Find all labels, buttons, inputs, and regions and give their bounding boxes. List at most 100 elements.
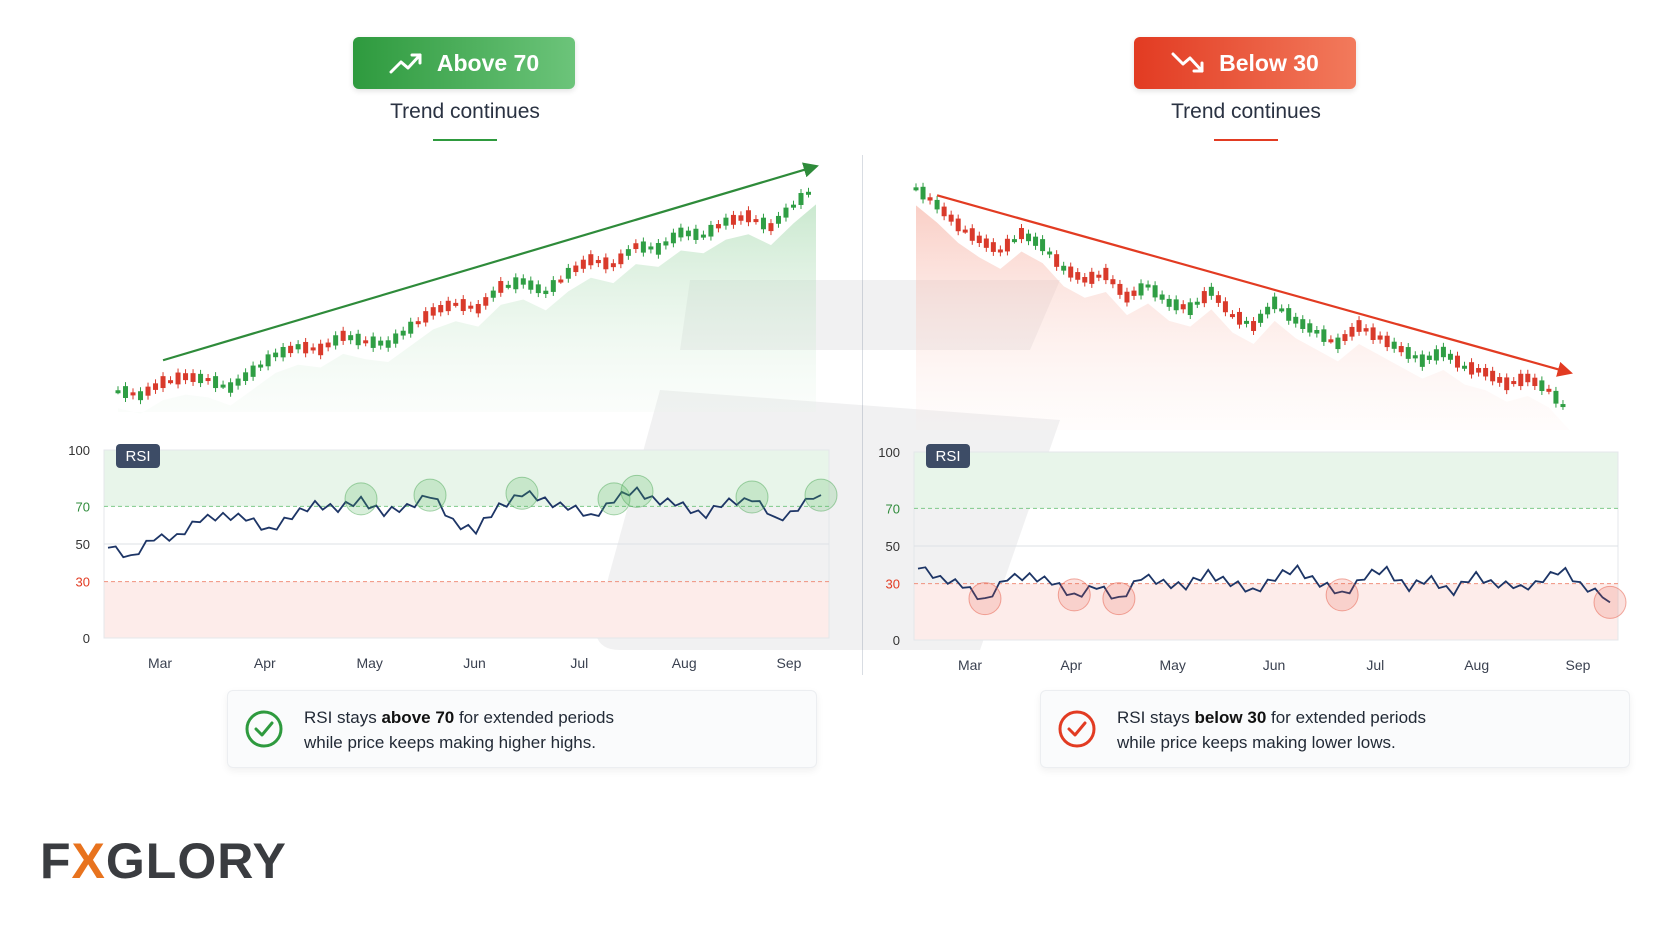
- month-tick-label: Jul: [570, 655, 588, 671]
- right-note-pre: RSI stays: [1117, 708, 1195, 727]
- candle-body: [580, 259, 586, 269]
- candle-body: [445, 300, 451, 312]
- rsi-tick-label: 30: [76, 575, 90, 590]
- candle-body: [310, 347, 316, 351]
- candle-body: [415, 321, 421, 325]
- rsi-extreme-marker: [344, 482, 378, 516]
- rsi-line: [917, 563, 1611, 604]
- candle-body: [243, 372, 249, 381]
- candle-body: [348, 335, 354, 341]
- candle-body: [745, 210, 751, 223]
- rsi-extreme-marker: [968, 582, 1002, 616]
- candle-body: [1469, 362, 1475, 375]
- candle-body: [1286, 308, 1292, 321]
- candle-body: [528, 280, 534, 290]
- candle-body: [1321, 329, 1327, 342]
- candle-body: [1377, 335, 1383, 340]
- candle-body: [685, 230, 691, 237]
- oversold-zone: [914, 583, 1618, 640]
- candle-body: [670, 232, 676, 244]
- candle-body: [1342, 334, 1348, 342]
- below-30-label: Below 30: [1219, 49, 1319, 76]
- candle-body: [1426, 355, 1432, 360]
- price-area: [118, 204, 816, 414]
- candle-body: [558, 279, 564, 283]
- candle-body: [1201, 291, 1207, 304]
- candle-body: [738, 215, 744, 221]
- candle-body: [1244, 320, 1250, 324]
- candle-body: [250, 365, 256, 377]
- candle-body: [805, 191, 811, 195]
- candle-body: [588, 254, 594, 266]
- candle-body: [934, 199, 940, 210]
- candle-body: [1166, 298, 1172, 307]
- candle-body: [962, 229, 968, 233]
- trend-up-icon: [389, 53, 422, 74]
- rsi-tick-label: 50: [886, 539, 900, 554]
- candle-body: [138, 391, 144, 401]
- candle-body: [288, 345, 294, 354]
- candle-body: [708, 224, 714, 237]
- month-tick-label: Jul: [1366, 657, 1384, 673]
- candle-body: [753, 219, 759, 223]
- candle-body: [723, 217, 729, 226]
- candle-body: [550, 280, 556, 292]
- rsi-extreme-marker: [1593, 585, 1627, 619]
- candle-body: [363, 340, 369, 344]
- candle-body: [1300, 319, 1306, 329]
- check-circle-icon: [245, 710, 283, 748]
- candle-body: [640, 241, 646, 253]
- brand-logo: FXGLORY: [40, 833, 287, 889]
- candle-body: [1384, 335, 1390, 348]
- candle-body: [920, 186, 926, 200]
- candle-body: [1433, 349, 1439, 361]
- candle-body: [663, 241, 669, 246]
- candle-body: [1152, 285, 1158, 298]
- candle-body: [1391, 341, 1397, 349]
- candle-body: [1504, 377, 1510, 391]
- candle-body: [333, 335, 339, 346]
- candle-body: [1363, 328, 1369, 332]
- month-tick-label: Jun: [1263, 657, 1286, 673]
- candle-body: [1279, 308, 1285, 312]
- candle-body: [1293, 316, 1299, 324]
- candle-body: [927, 197, 933, 201]
- candle-body: [1103, 267, 1109, 281]
- candle-body: [520, 278, 526, 285]
- candle-body: [1018, 227, 1024, 240]
- candle-body: [1131, 290, 1137, 296]
- candle-body: [235, 378, 241, 386]
- candle-body: [1490, 370, 1496, 382]
- trend-down-icon: [1171, 52, 1204, 73]
- candle-body: [1335, 337, 1341, 350]
- candle-body: [1405, 347, 1411, 359]
- right-rsi-tag: RSI: [926, 444, 970, 468]
- right-note-card: RSI stays below 30 for extended periods …: [1040, 690, 1630, 768]
- candle-body: [655, 243, 661, 255]
- candle-body: [603, 257, 609, 270]
- candle-body: [1061, 265, 1067, 271]
- candle-body: [198, 373, 204, 384]
- candle-body: [1033, 236, 1039, 246]
- candle-body: [1054, 254, 1060, 267]
- candle-body: [1180, 304, 1186, 310]
- candle-body: [1075, 272, 1081, 280]
- candle-body: [1110, 279, 1116, 285]
- left-rsi-tag: RSI: [116, 444, 160, 468]
- candle-body: [160, 376, 166, 389]
- candle-body: [573, 265, 579, 273]
- candle-body: [1419, 354, 1425, 367]
- candle-body: [1159, 294, 1165, 300]
- candle-body: [1525, 373, 1531, 383]
- candle-body: [760, 217, 766, 230]
- candle-body: [1117, 283, 1123, 295]
- candle-body: [130, 392, 136, 396]
- right-note-text: RSI stays below 30 for extended periods …: [1117, 705, 1426, 755]
- trend-arrow: [162, 162, 819, 362]
- candle-body: [955, 218, 961, 232]
- candle-body: [483, 297, 489, 306]
- candle-body: [475, 303, 481, 314]
- candle-body: [468, 305, 474, 309]
- rsi-tick-label: 100: [68, 443, 90, 458]
- candle-body: [115, 390, 121, 394]
